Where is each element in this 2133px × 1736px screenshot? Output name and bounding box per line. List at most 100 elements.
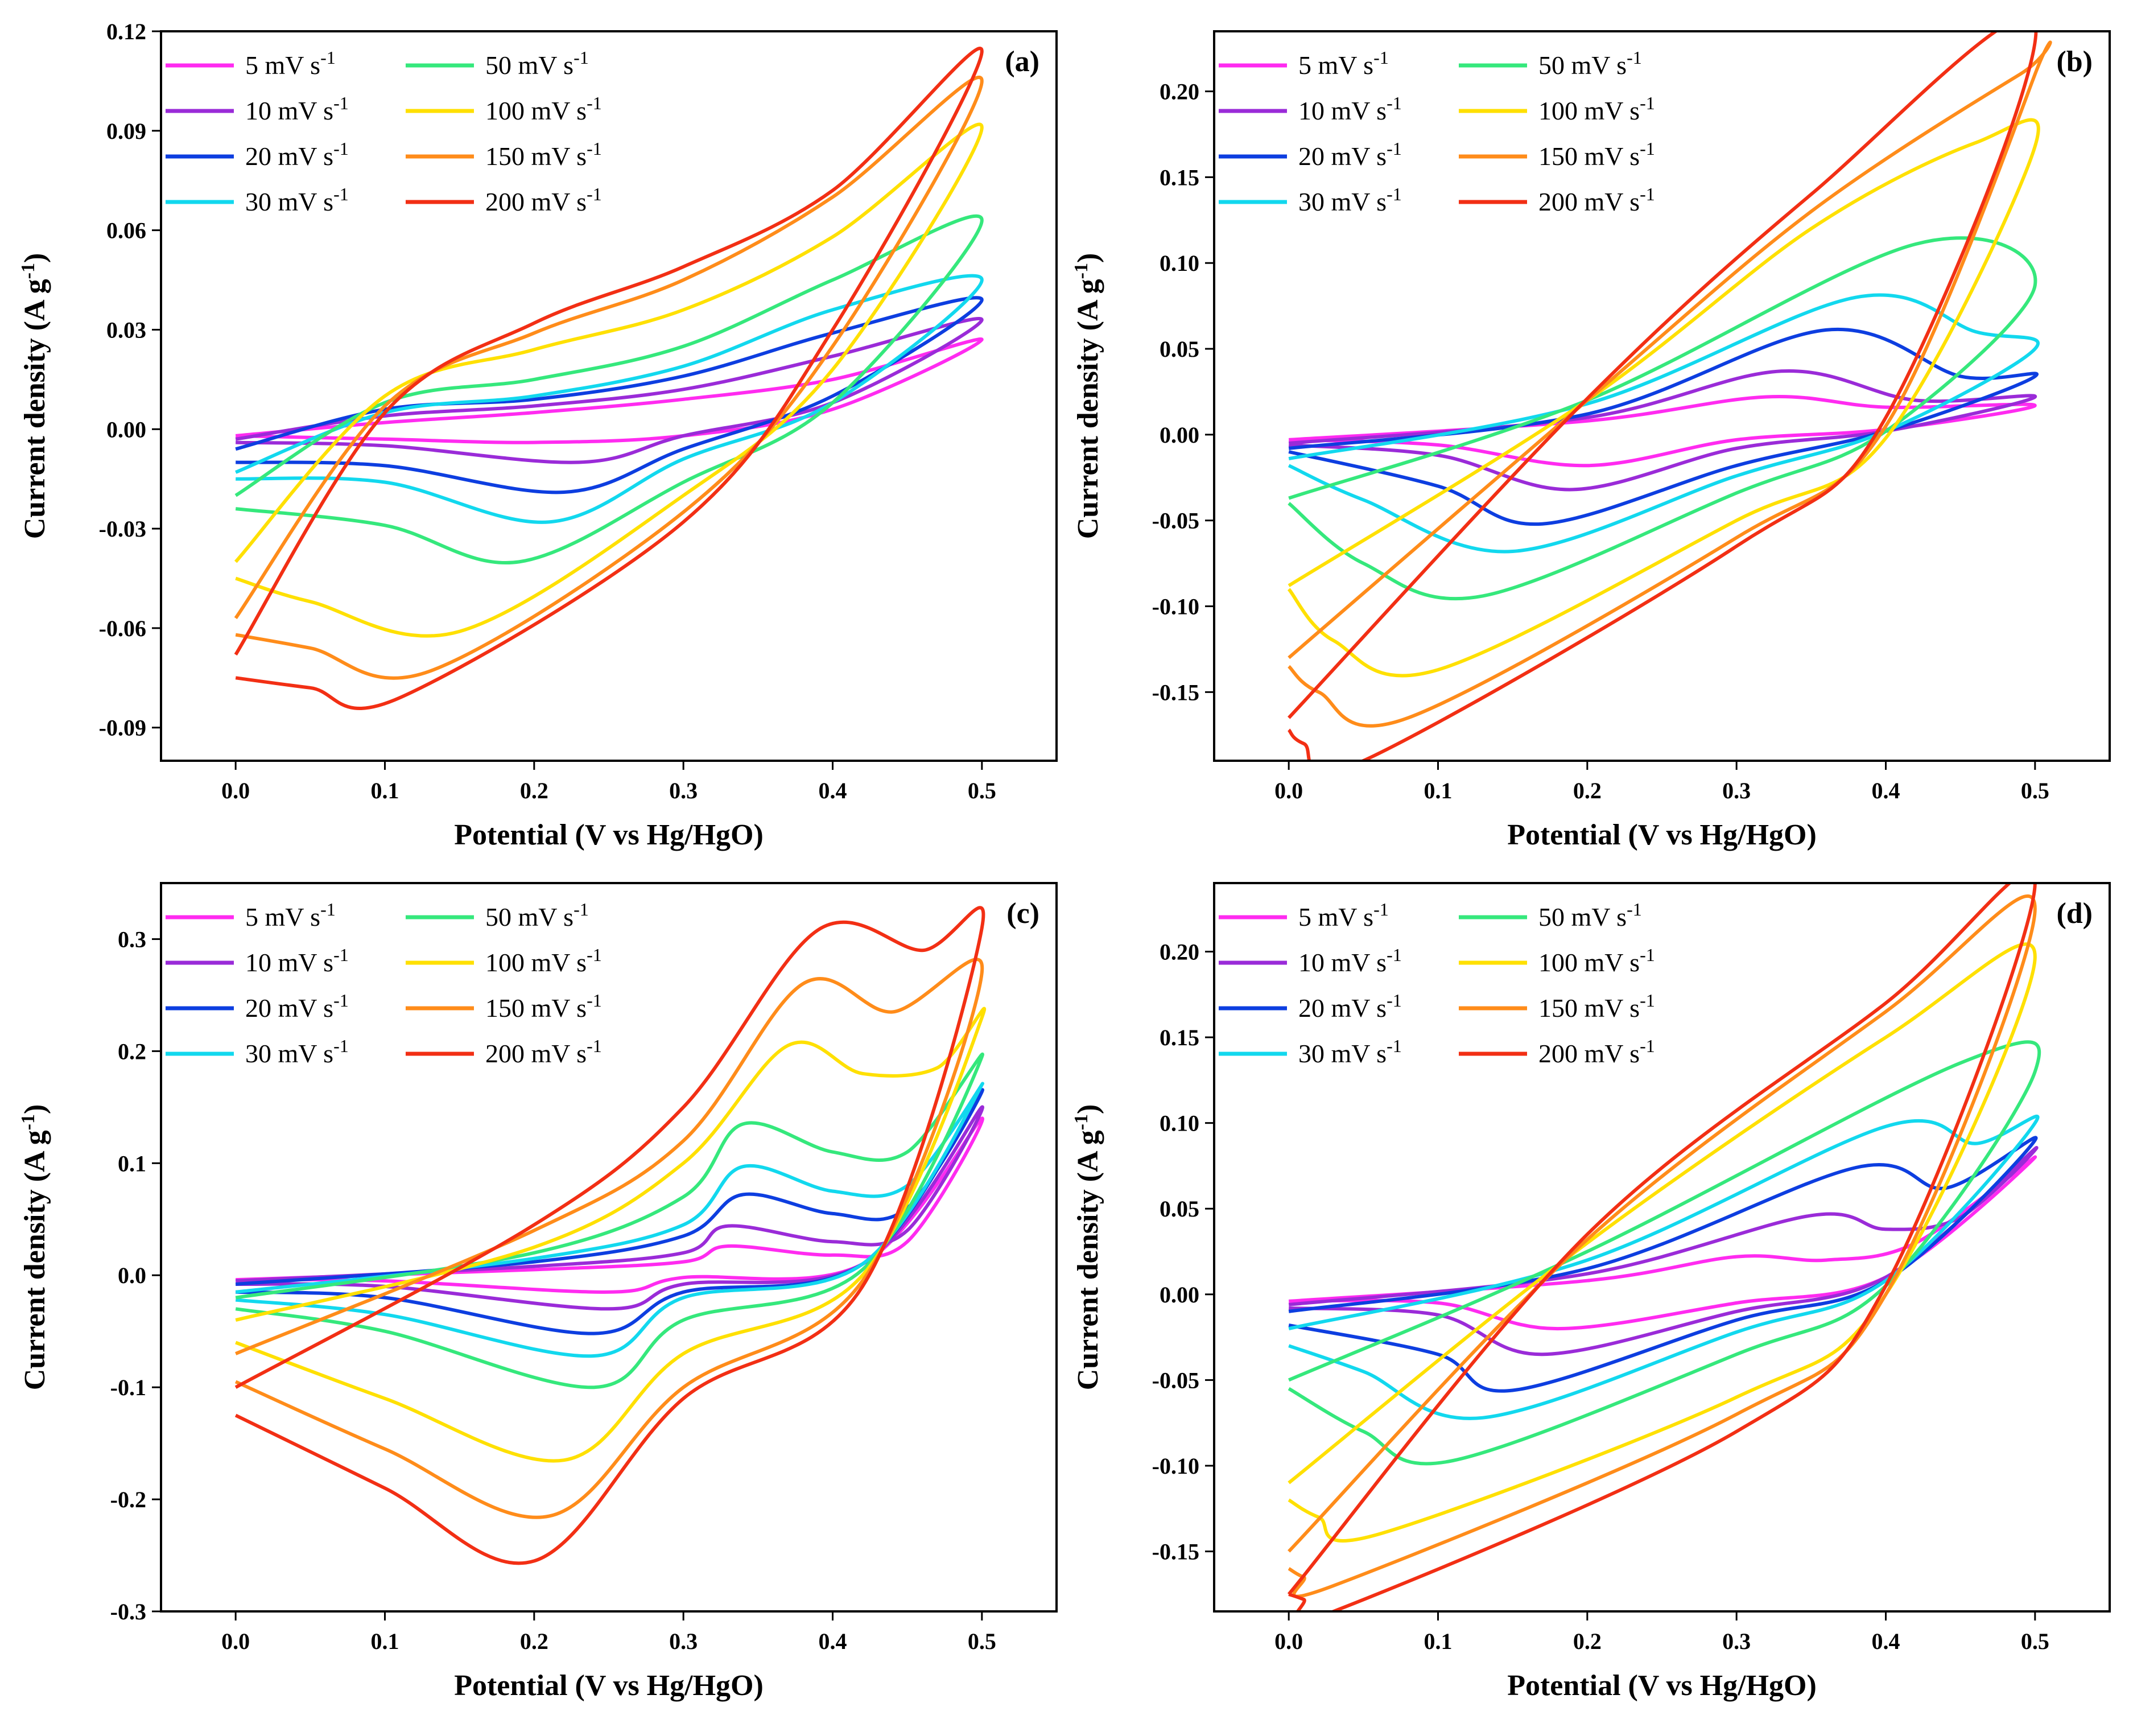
y-axis-title: Current density (A g-1) <box>18 253 52 539</box>
cv-curve-30 <box>235 1082 984 1358</box>
x-tick-label: 0.5 <box>2021 778 2049 803</box>
cv-curve-50 <box>235 1052 984 1389</box>
x-tick-label: 0.2 <box>520 1628 548 1654</box>
series-group <box>1287 31 2052 761</box>
legend-label: 30 mV s-1 <box>1298 184 1402 216</box>
legend-label: 50 mV s-1 <box>1538 899 1642 931</box>
legend: 5 mV s-1 10 mV s-1 20 mV s-1 30 mV s-1 50 mV… <box>166 47 602 216</box>
x-tick-label: 0.1 <box>371 1628 399 1654</box>
legend-label: 20 mV s-1 <box>245 990 349 1022</box>
legend-label: 10 mV s-1 <box>245 93 349 125</box>
cv-curve-30 <box>235 274 984 524</box>
y-tick-label: 0.15 <box>1160 1025 1199 1050</box>
legend-label: 30 mV s-1 <box>245 184 349 216</box>
legend-label: 200 mV s-1 <box>485 184 602 216</box>
legend-label: 20 mV s-1 <box>245 138 349 171</box>
legend-label: 10 mV s-1 <box>245 945 349 977</box>
y-tick-label: -0.1 <box>110 1375 146 1400</box>
y-tick-label: 0.15 <box>1160 164 1199 190</box>
legend-label: 30 mV s-1 <box>245 1036 349 1068</box>
plot-frame <box>160 882 1058 1613</box>
legend-label: 100 mV s-1 <box>1538 93 1655 125</box>
legend-label: 100 mV s-1 <box>1538 945 1655 977</box>
cv-curve-20 <box>1288 327 2039 526</box>
x-tick-label: 0.1 <box>371 778 399 803</box>
legend-label: 5 mV s-1 <box>1298 47 1389 80</box>
cv-curve-30 <box>1288 1114 2040 1420</box>
cv-curve-5 <box>1289 395 2037 468</box>
x-tick-label: 0.2 <box>520 778 548 803</box>
x-tick-label: 0.4 <box>1872 1628 1900 1654</box>
legend-label: 5 mV s-1 <box>245 899 336 931</box>
series-group <box>1287 883 2041 1611</box>
series-group <box>234 906 987 1565</box>
y-tick-label: -0.09 <box>99 715 146 741</box>
y-tick-label: 0.06 <box>106 218 146 244</box>
legend-label: 20 mV s-1 <box>1298 138 1402 171</box>
x-tick-label: 0.3 <box>1722 778 1751 803</box>
cv-curve-10 <box>236 1105 984 1311</box>
cv-curve-30 <box>1288 293 2040 554</box>
y-tick-label: -0.10 <box>1152 1453 1199 1479</box>
y-tick-label: -0.06 <box>99 616 146 641</box>
x-axis-title: Potential (V vs Hg/HgO) <box>454 819 764 851</box>
panel-label: (a) <box>1005 46 1039 78</box>
cv-curve-50 <box>1288 236 2037 601</box>
cv-curve-100 <box>234 122 984 638</box>
x-tick-label: 0.4 <box>819 1628 847 1654</box>
x-tick-label: 0.2 <box>1573 1628 1602 1654</box>
cv-curve-200 <box>234 47 984 710</box>
y-axis-title: Current density (A g-1) <box>1071 1104 1105 1391</box>
y-tick-label: -0.05 <box>1152 1367 1199 1393</box>
cv-curve-50 <box>1288 1040 2041 1466</box>
legend-label: 10 mV s-1 <box>1298 945 1402 977</box>
y-tick-label: -0.3 <box>110 1599 146 1624</box>
panel-label: (b) <box>2056 46 2093 78</box>
chart-panel-3: 0.0 0.1 0.2 0.3 0.4 0.5 -0.15 -0.10 -0.05 0.00 0.0… <box>1071 882 2111 1702</box>
x-tick-label: 0.5 <box>968 1628 996 1654</box>
legend: 5 mV s-1 10 mV s-1 20 mV s-1 30 mV s-1 50 mV… <box>1219 47 1655 216</box>
x-tick-label: 0.0 <box>1274 1628 1303 1654</box>
y-tick-label: 0.2 <box>118 1038 146 1064</box>
cv-curve-5 <box>1288 1155 2037 1331</box>
y-tick-label: 0.20 <box>1160 79 1199 105</box>
legend-label: 30 mV s-1 <box>1298 1036 1402 1068</box>
cv-curve-10 <box>1288 369 2037 492</box>
y-tick-label: 0.0 <box>118 1263 146 1288</box>
legend-label: 150 mV s-1 <box>485 138 602 171</box>
x-axis-title: Potential (V vs Hg/HgO) <box>1507 1669 1817 1702</box>
y-tick-label: 0.12 <box>106 19 146 44</box>
cv-curve-150 <box>1288 40 2052 728</box>
legend: 5 mV s-1 10 mV s-1 20 mV s-1 30 mV s-1 50 mV… <box>1219 899 1655 1068</box>
cv-curve-150 <box>234 958 984 1519</box>
x-tick-label: 0.0 <box>221 1628 250 1654</box>
cv-curve-20 <box>235 296 984 494</box>
y-axis-title: Current density (A g-1) <box>18 1104 52 1391</box>
legend-label: 200 mV s-1 <box>485 1036 602 1068</box>
y-tick-label: 0.09 <box>106 118 146 144</box>
chart-panel-2: 0.0 0.1 0.2 0.3 0.4 0.5 -0.3 -0.2 -0.1 0.0 0.1 0.2 0… <box>18 882 1058 1702</box>
cv-curve-20 <box>1288 1136 2038 1393</box>
legend-label: 10 mV s-1 <box>1298 93 1402 125</box>
y-tick-label: 0.10 <box>1160 250 1199 276</box>
y-tick-label: 0.20 <box>1160 939 1199 964</box>
legend-label: 150 mV s-1 <box>1538 138 1655 171</box>
y-tick-label: -0.2 <box>110 1487 146 1512</box>
y-tick-label: 0.1 <box>118 1151 146 1176</box>
cv-curve-5 <box>235 337 984 444</box>
y-tick-label: 0.3 <box>118 926 146 952</box>
x-tick-label: 0.1 <box>1424 778 1453 803</box>
cv-curve-150 <box>1288 894 2037 1598</box>
cv-curve-200 <box>1287 883 2037 1611</box>
cv-curve-200 <box>1287 31 2038 761</box>
cv-curve-150 <box>234 75 984 680</box>
legend-label: 100 mV s-1 <box>485 945 602 977</box>
x-tick-label: 0.5 <box>968 778 996 803</box>
y-tick-label: -0.15 <box>1152 1539 1199 1565</box>
panel-label: (c) <box>1006 897 1039 930</box>
y-tick-label: 0.05 <box>1160 336 1199 362</box>
cv-curve-100 <box>1288 942 2037 1543</box>
x-tick-label: 0.4 <box>819 778 847 803</box>
legend-label: 50 mV s-1 <box>485 899 589 931</box>
cv-curve-100 <box>1287 118 2040 678</box>
